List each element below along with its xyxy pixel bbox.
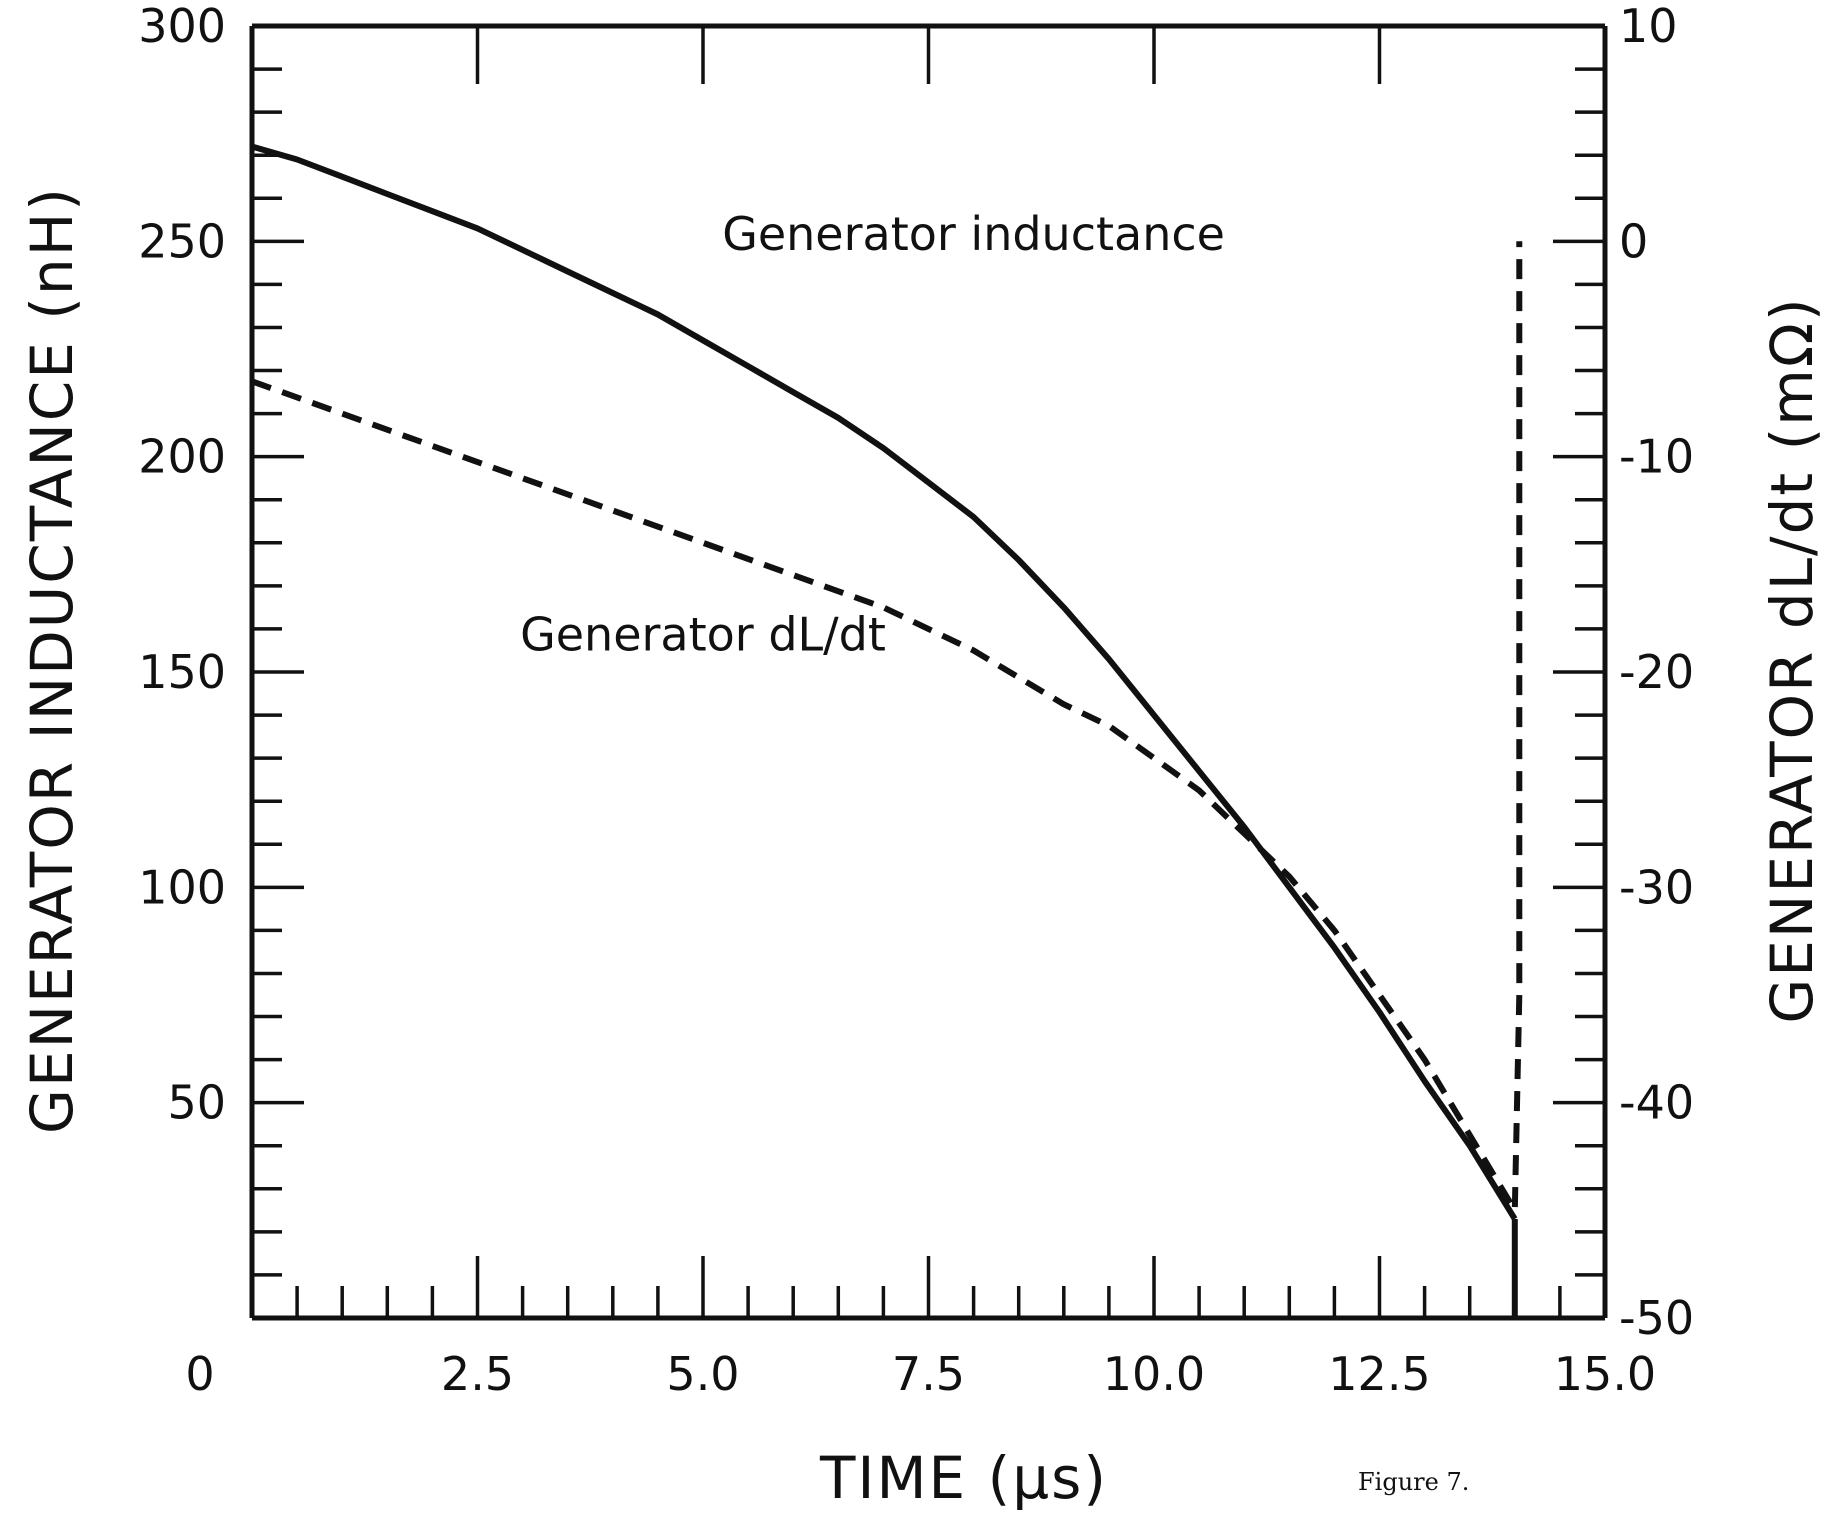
- series-layer: [250, 143, 1523, 1318]
- right-y-tick-label: 10: [1619, 0, 1678, 53]
- left-y-tick-label: 50: [167, 1076, 226, 1130]
- right-y-tick-label: 0: [1619, 214, 1648, 268]
- x-tick-label: 0: [185, 1347, 214, 1401]
- left-y-tick-label: 100: [138, 860, 226, 914]
- left-y-tick-label: 250: [138, 214, 226, 268]
- left-y-axis-title: GENERATOR INDUCTANCE (nH): [18, 186, 86, 1134]
- left-y-tick-label: 150: [138, 645, 226, 699]
- x-tick-label: 7.5: [892, 1347, 965, 1401]
- right-y-tick-label: -20: [1619, 645, 1694, 699]
- x-tick-label: 5.0: [666, 1347, 739, 1401]
- right-y-axis-title: GENERATOR dL/dt (mΩ): [1758, 296, 1826, 1023]
- series-generator-dldt-line: [250, 241, 1523, 1214]
- annotation-generator-inductance: Generator inductance: [722, 207, 1225, 261]
- left-y-tick-label: 200: [138, 430, 226, 484]
- series-generator-inductance-line: [251, 143, 1518, 1221]
- figure-caption: Figure 7.: [1358, 1468, 1469, 1496]
- annotation-generator-dldt: Generator dL/dt: [520, 607, 886, 661]
- right-y-tick-label: -10: [1619, 430, 1694, 484]
- left-y-tick-label: 300: [138, 0, 226, 53]
- right-y-tick-label: -50: [1619, 1291, 1694, 1345]
- axes: 0 2.5 5.0 7.5 10.0 12.5 15.050100150200250300-…: [138, 0, 1694, 1401]
- x-tick-label: 15.0: [1554, 1347, 1656, 1401]
- x-tick-label: 12.5: [1328, 1347, 1430, 1401]
- x-tick-label: 10.0: [1103, 1347, 1205, 1401]
- text-layer: TIME (μs) GENERATOR INDUCTANCE (nH) GENE…: [18, 186, 1826, 1512]
- right-y-tick-label: -40: [1619, 1076, 1694, 1130]
- x-tick-label: 2.5: [441, 1347, 514, 1401]
- x-axis-title: TIME (μs): [819, 1444, 1108, 1512]
- right-y-tick-label: -30: [1619, 860, 1694, 914]
